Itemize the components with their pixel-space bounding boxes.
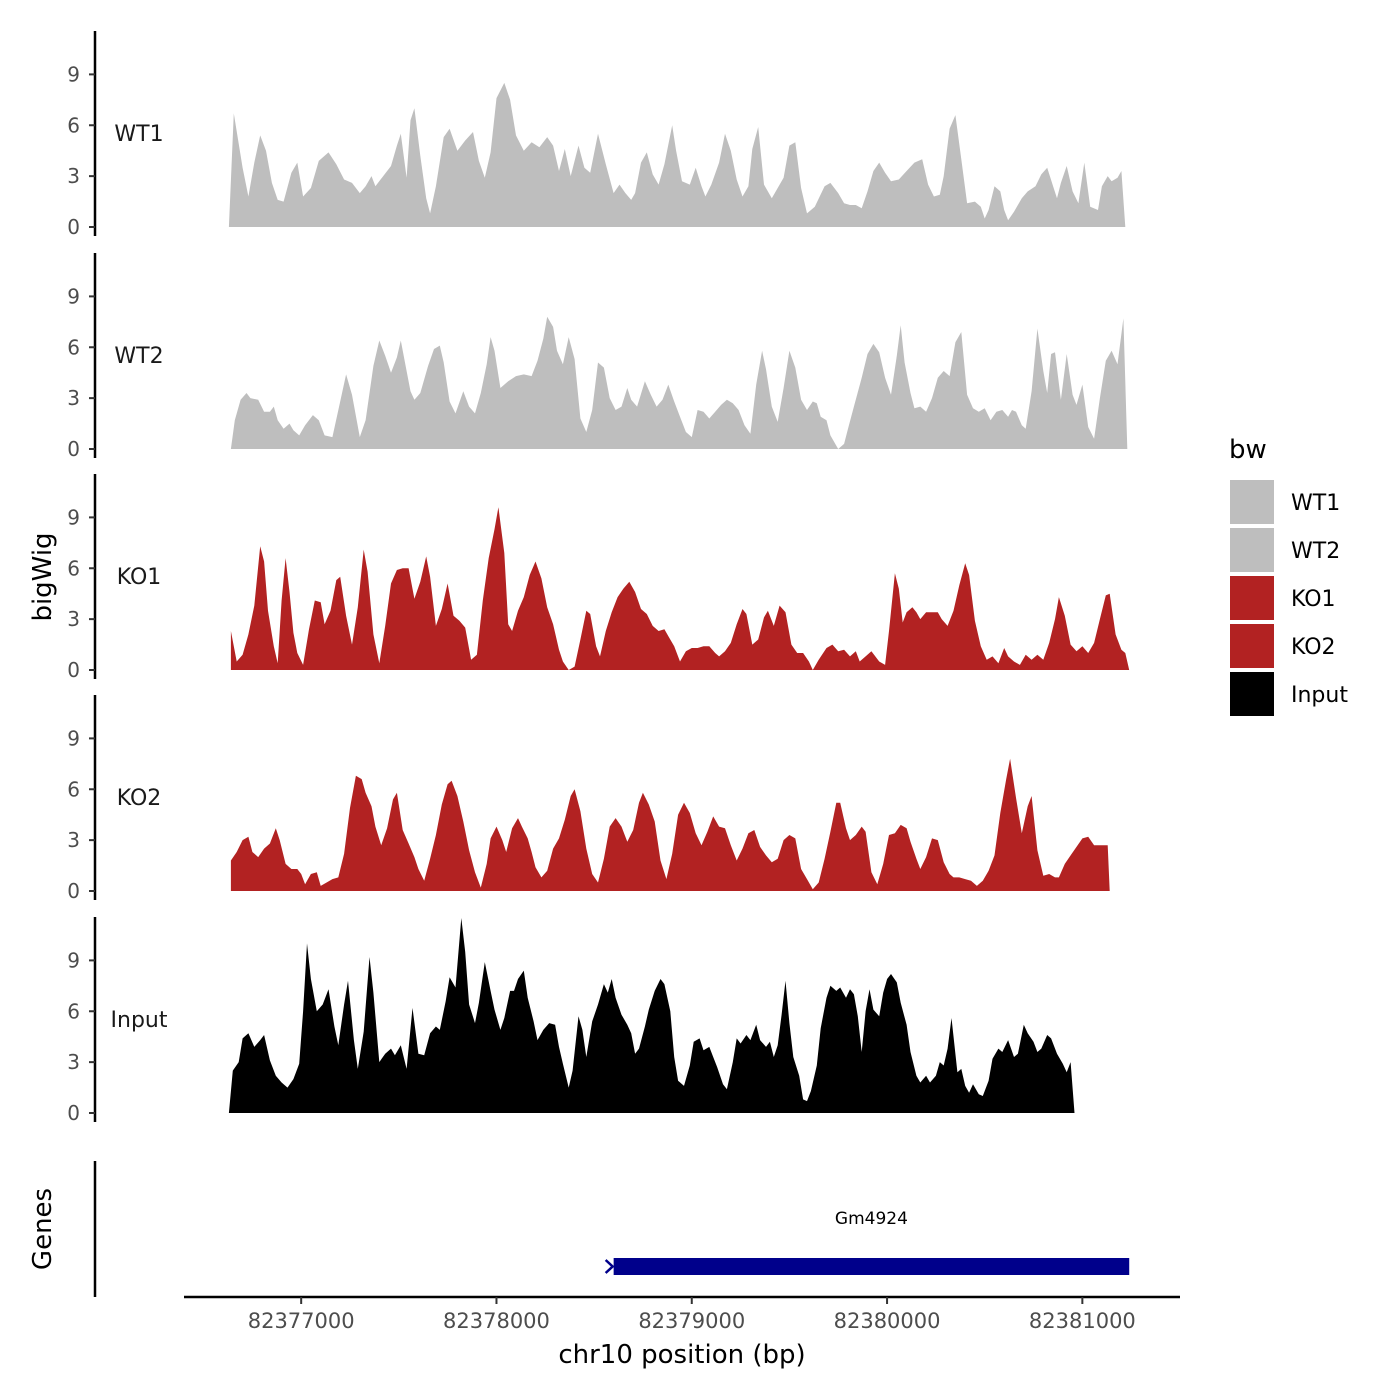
track-label: Input <box>111 1008 168 1033</box>
track-label: WT1 <box>114 122 163 147</box>
y-tick-label: 9 <box>67 284 80 308</box>
y-tick-label: 6 <box>67 777 80 801</box>
track-input: 0 3 6 9 Input <box>67 917 1075 1125</box>
legend-label: Input <box>1291 683 1348 708</box>
legend-item-ko2: KO2 <box>1230 624 1336 668</box>
y-tick-label: 0 <box>67 1101 80 1125</box>
y-tick-label: 3 <box>67 1050 80 1074</box>
legend-swatch <box>1230 672 1274 716</box>
legend-label: KO1 <box>1291 587 1336 612</box>
y-tick-label: 6 <box>67 335 80 359</box>
y-tick-label: 3 <box>67 607 80 631</box>
coverage-area-input <box>228 918 1075 1113</box>
y-tick-label: 6 <box>67 999 80 1023</box>
coverage-area-wt1 <box>228 82 1126 228</box>
genes-axis-title: Genes <box>28 1188 58 1270</box>
y-tick-label: 6 <box>67 113 80 137</box>
y-tick-label: 9 <box>67 62 80 86</box>
track-label: WT2 <box>114 344 163 369</box>
legend-title: bw <box>1229 435 1267 465</box>
legend-label: WT2 <box>1291 539 1340 564</box>
track-label: KO1 <box>117 565 162 590</box>
legend-item-wt2: WT2 <box>1230 528 1340 572</box>
y-tick-label: 0 <box>67 658 80 682</box>
x-tick-label: 82380000 <box>834 1309 941 1333</box>
x-tick-label: 82377000 <box>248 1309 355 1333</box>
y-tick-label: 6 <box>67 556 80 580</box>
legend-item-wt1: WT1 <box>1230 480 1340 524</box>
legend-swatch <box>1230 528 1274 572</box>
gene-strand-arrow <box>604 1259 615 1274</box>
x-tick-label: 82379000 <box>638 1309 745 1333</box>
track-wt1: 0 3 6 9 WT1 <box>67 31 1126 239</box>
track-wt2: 0 3 6 9 WT2 <box>67 253 1128 461</box>
y-tick-label: 9 <box>67 505 80 529</box>
x-axis: 82377000 82378000 82379000 82380000 82381000 <box>184 1295 1180 1333</box>
y-tick-label: 0 <box>67 215 80 239</box>
coverage-area-ko1 <box>230 507 1130 670</box>
track-ko1: 0 3 6 9 KO1 <box>67 474 1130 682</box>
legend-label: KO2 <box>1291 635 1336 660</box>
legend-swatch <box>1230 576 1274 620</box>
x-tick-label: 82381000 <box>1029 1309 1136 1333</box>
track-label: KO2 <box>117 786 162 811</box>
y-tick-label: 9 <box>67 726 80 750</box>
x-tick-label: 82378000 <box>443 1309 550 1333</box>
y-tick-label: 0 <box>67 437 80 461</box>
legend-swatch <box>1230 480 1274 524</box>
coverage-tracks: 0 3 6 9 WT1 0 3 6 9 WT2 0 3 6 9 KO1 0 3 6 9 KO2 0 3 6 9 Input <box>67 31 1130 1125</box>
genes-panel: Gm4924 <box>93 1161 1130 1297</box>
legend-label: WT1 <box>1291 491 1340 516</box>
x-axis-title: chr10 position (bp) <box>558 1340 805 1370</box>
y-tick-label: 0 <box>67 879 80 903</box>
y-tick-label: 3 <box>67 828 80 852</box>
y-axis-title: bigWig <box>28 532 58 621</box>
legend: WT1 WT2 KO1 KO2 Input <box>1230 480 1348 716</box>
y-tick-label: 9 <box>67 948 80 972</box>
gene-label: Gm4924 <box>835 1209 908 1229</box>
coverage-area-wt2 <box>230 316 1128 449</box>
y-tick-label: 3 <box>67 386 80 410</box>
legend-item-input: Input <box>1230 672 1348 716</box>
track-ko2: 0 3 6 9 KO2 <box>67 695 1110 903</box>
y-tick-label: 3 <box>67 164 80 188</box>
legend-swatch <box>1230 624 1274 668</box>
legend-item-ko1: KO1 <box>1230 576 1336 620</box>
gene-body-gm4924 <box>613 1258 1130 1275</box>
coverage-area-ko2 <box>230 758 1110 891</box>
